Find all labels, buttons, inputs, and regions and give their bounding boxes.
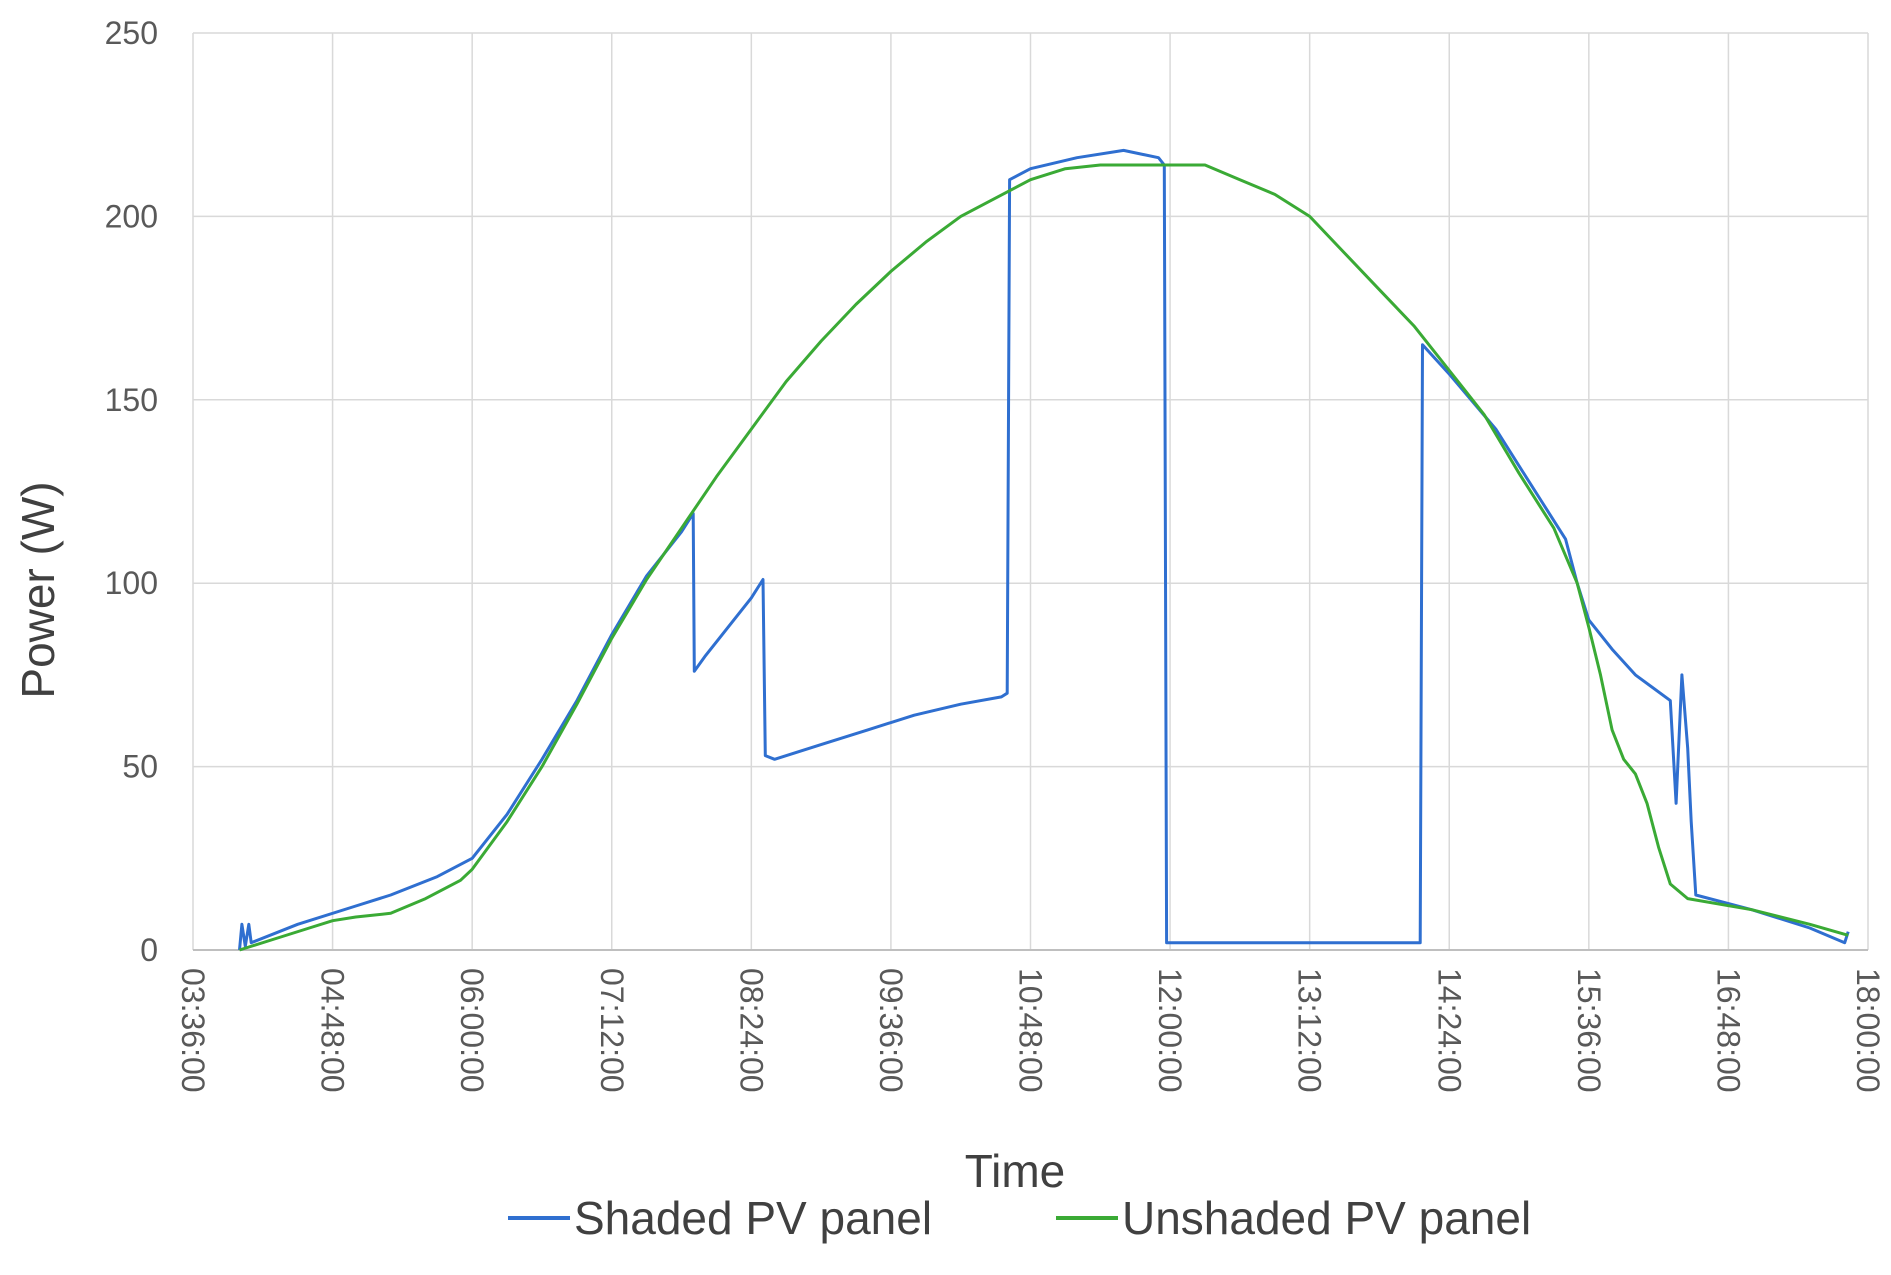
x-tick-label: 12:00:00	[1152, 968, 1188, 1093]
x-axis-tick-labels: 03:36:00 04:48:00 06:00:00 07:12:00 08:24:00…	[175, 968, 1886, 1093]
x-tick-label: 06:00:00	[454, 968, 490, 1093]
x-tick-label: 08:24:00	[733, 968, 769, 1093]
series-lines	[238, 148, 1850, 952]
x-tick-label: 10:48:00	[1013, 968, 1049, 1093]
y-tick-label: 200	[105, 198, 158, 234]
legend-label: Shaded PV panel	[574, 1192, 932, 1244]
y-axis-tick-labels: 0 50 100 150 200 250	[105, 15, 158, 968]
x-tick-label: 18:00:00	[1850, 968, 1886, 1093]
x-axis-title: Time	[965, 1145, 1066, 1197]
legend-label: Unshaded PV panel	[1122, 1192, 1531, 1244]
x-tick-label: 13:12:00	[1292, 968, 1328, 1093]
series-line-unshaded-pv-panel	[239, 163, 1849, 952]
y-tick-label: 50	[122, 749, 158, 785]
series-line-shaded-pv-panel	[238, 148, 1850, 951]
y-tick-label: 250	[105, 15, 158, 51]
y-tick-label: 0	[140, 932, 158, 968]
y-tick-label: 150	[105, 382, 158, 418]
legend: Shaded PV panel Unshaded PV panel	[508, 1192, 1531, 1244]
x-tick-label: 16:48:00	[1710, 968, 1746, 1093]
x-tick-label: 04:48:00	[315, 968, 351, 1093]
x-tick-label: 07:12:00	[594, 968, 630, 1093]
x-tick-label: 15:36:00	[1571, 968, 1607, 1093]
x-tick-label: 03:36:00	[175, 968, 211, 1093]
y-axis-title: Power (W)	[12, 481, 64, 698]
vertical-gridlines	[192, 33, 1869, 950]
y-tick-label: 100	[105, 565, 158, 601]
x-tick-label: 14:24:00	[1431, 968, 1467, 1093]
x-tick-label: 09:36:00	[873, 968, 909, 1093]
horizontal-gridlines	[193, 32, 1868, 768]
